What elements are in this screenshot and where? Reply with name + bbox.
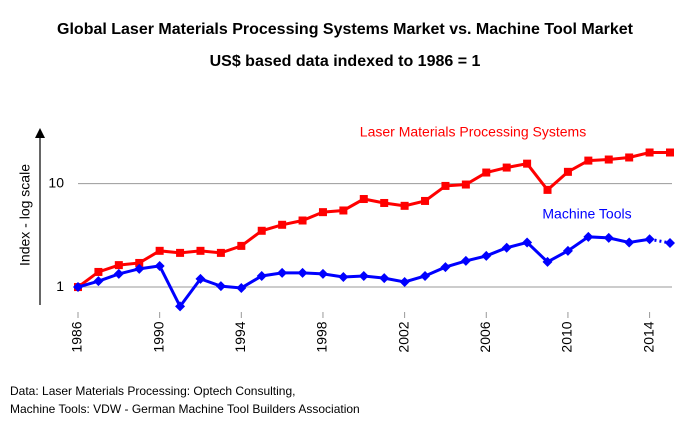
marker (625, 153, 634, 162)
marker (339, 206, 348, 215)
marker (645, 148, 654, 157)
source-line: Machine Tools: VDW - German Machine Tool… (10, 402, 360, 416)
marker (237, 241, 246, 250)
marker (543, 185, 552, 194)
marker (461, 180, 470, 189)
marker (441, 181, 450, 190)
marker (420, 270, 431, 281)
marker (278, 220, 287, 229)
marker (603, 232, 614, 243)
marker (501, 242, 512, 253)
marker (317, 268, 328, 279)
x-tick-label: 1990 (150, 321, 166, 352)
marker (644, 234, 655, 245)
marker (134, 263, 145, 274)
series-label: Machine Tools (542, 206, 631, 222)
marker (624, 237, 635, 248)
y-tick-label: 1 (56, 278, 64, 294)
x-tick-label: 2010 (559, 321, 575, 352)
marker (399, 276, 410, 287)
marker (277, 267, 288, 278)
marker (93, 276, 104, 287)
y-axis-arrow (35, 128, 45, 138)
marker (175, 301, 186, 312)
marker (114, 261, 123, 270)
marker (135, 258, 144, 267)
marker (318, 208, 327, 217)
marker (155, 246, 164, 255)
marker (298, 216, 307, 225)
x-tick-label: 2006 (477, 321, 493, 352)
marker (482, 168, 491, 177)
y-axis-label: Index - log scale (17, 164, 33, 266)
marker (604, 155, 613, 164)
marker (297, 267, 308, 278)
marker (154, 260, 165, 271)
marker (379, 273, 390, 284)
marker (421, 196, 430, 205)
marker (380, 198, 389, 207)
marker (460, 255, 471, 266)
marker (215, 281, 226, 292)
marker (481, 250, 492, 261)
marker (196, 246, 205, 255)
marker (73, 282, 83, 293)
marker (256, 270, 267, 281)
x-tick-label: 1998 (314, 321, 330, 352)
series-label: Laser Materials Processing Systems (360, 124, 586, 140)
marker (94, 267, 103, 276)
marker (358, 270, 369, 281)
x-tick-label: 1994 (232, 321, 248, 352)
marker (359, 195, 368, 204)
marker (195, 273, 206, 284)
marker (542, 256, 553, 267)
marker (562, 245, 573, 256)
marker (523, 159, 532, 168)
x-tick-label: 2014 (640, 321, 656, 352)
marker (113, 268, 124, 279)
chart-title: Global Laser Materials Processing System… (57, 21, 634, 38)
chart-subtitle: US$ based data indexed to 1986 = 1 (210, 53, 481, 70)
marker (257, 226, 266, 235)
marker (563, 167, 572, 176)
series-line-projection (649, 237, 671, 245)
marker (440, 262, 451, 273)
marker (338, 272, 349, 283)
x-tick-label: 1986 (69, 321, 85, 352)
marker (584, 156, 593, 165)
marker (502, 163, 511, 172)
marker (665, 237, 675, 248)
source-line: Data: Laser Materials Processing: Optech… (10, 384, 295, 398)
marker (400, 201, 409, 210)
marker (666, 148, 674, 157)
marker (522, 237, 533, 248)
y-tick-label: 10 (48, 174, 64, 190)
x-tick-label: 2002 (395, 321, 411, 352)
marker (583, 231, 594, 242)
marker (236, 282, 247, 293)
marker (176, 248, 185, 257)
marker (216, 248, 225, 257)
